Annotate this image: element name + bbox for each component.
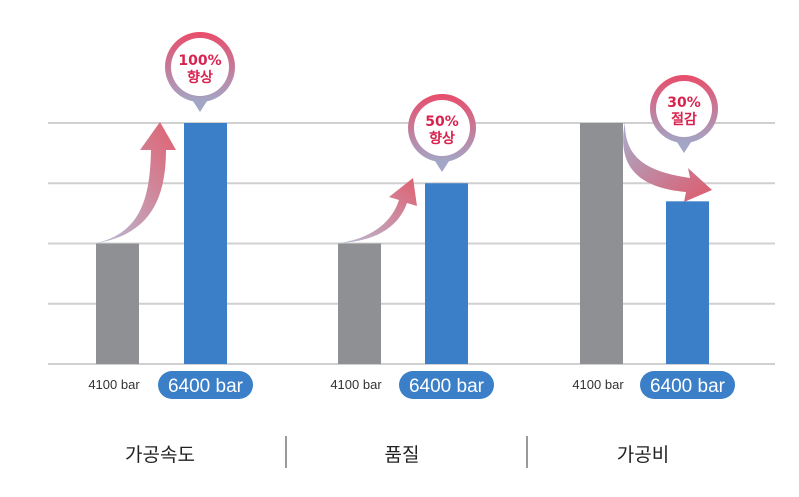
series-label-new: 6400 bar <box>409 376 485 397</box>
series-label-old: 4100 bar <box>88 377 140 392</box>
bubble-value: 50% <box>425 114 459 130</box>
bubble-inner <box>656 81 712 137</box>
trend-arrow <box>623 122 712 202</box>
series-label-old: 4100 bar <box>572 377 624 392</box>
bubble-value: 30% <box>667 95 701 111</box>
labels: 4100 bar 6400 bar 가공속도 4100 bar 6400 bar 품질 41… <box>88 371 735 468</box>
annotation-bubble: 100%향상 <box>165 32 235 112</box>
series-label-old: 4100 bar <box>330 377 382 392</box>
bubble-word: 향상 <box>429 130 455 147</box>
category-label: 품질 <box>385 444 420 466</box>
bubble-value: 100% <box>178 53 221 69</box>
series-label-new: 6400 bar <box>650 376 726 397</box>
bar-old <box>338 243 381 364</box>
bar-new <box>425 183 468 364</box>
bar-old <box>580 123 623 364</box>
bubble-inner <box>414 100 470 156</box>
series-pill-new <box>158 371 253 399</box>
category-label: 가공비 <box>617 444 669 466</box>
bubble-word: 절감 <box>671 111 697 128</box>
bars <box>96 123 709 364</box>
arrows <box>97 122 712 243</box>
annotation-bubble: 50%향상 <box>408 94 476 172</box>
bubble-word: 향상 <box>187 69 213 86</box>
bar-new <box>666 201 709 364</box>
series-pill-new <box>640 371 735 399</box>
bar-new <box>184 123 227 364</box>
series-label-new: 6400 bar <box>168 376 244 397</box>
annotation-bubble: 30%절감 <box>650 75 718 153</box>
bubble-inner <box>171 38 229 96</box>
bar-old <box>96 243 139 364</box>
category-label: 가공속도 <box>125 444 195 466</box>
series-pill-new <box>399 371 494 399</box>
trend-arrow <box>340 178 417 243</box>
trend-arrow <box>97 122 176 243</box>
